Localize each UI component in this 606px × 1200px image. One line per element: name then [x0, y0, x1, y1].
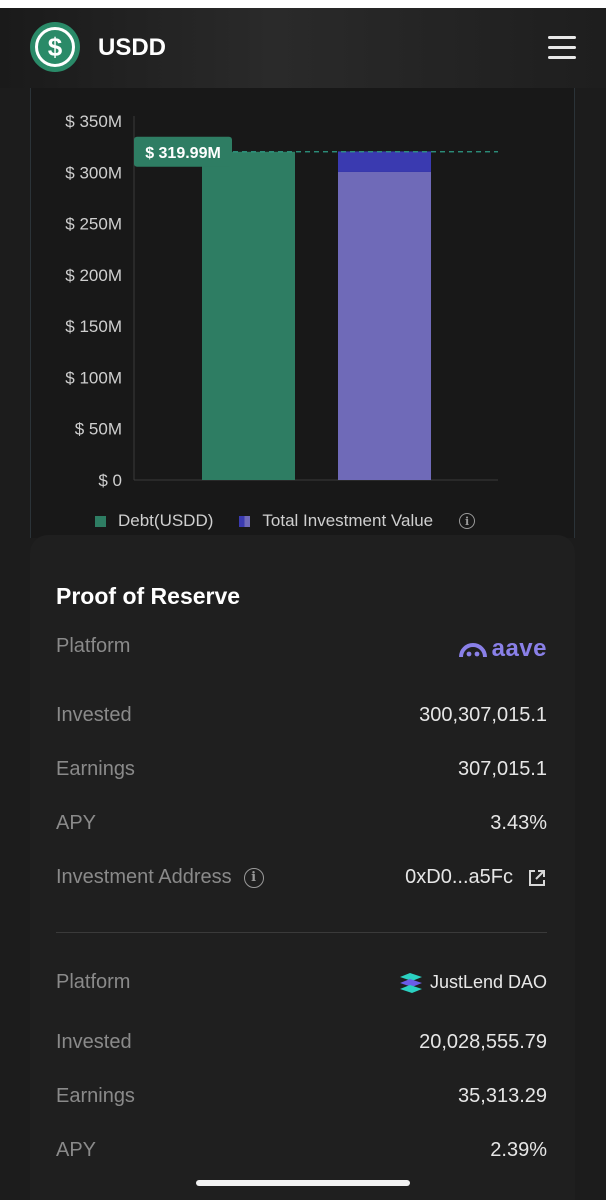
justlend-icon: [399, 973, 422, 993]
apy-row: APY 2.39%: [56, 1139, 547, 1169]
legend-item-debt[interactable]: Debt(USDD): [95, 511, 213, 531]
apy-label: APY: [56, 812, 97, 834]
y-tick-label: $ 300M: [65, 163, 122, 182]
address-row: Investment Address i 0xD0...a5Fc: [56, 866, 547, 896]
bar-investment-segment: [338, 171, 431, 480]
apy-value: 2.39%: [490, 1139, 547, 1161]
earnings-value: 307,015.1: [458, 758, 547, 780]
y-tick-label: $ 250M: [65, 215, 122, 234]
earnings-row: Earnings 35,313.29: [56, 1085, 547, 1115]
earnings-row: Earnings 307,015.1: [56, 758, 547, 788]
y-tick-label: $ 350M: [65, 112, 122, 131]
usdd-logo[interactable]: $: [30, 22, 80, 72]
bar-debt: [202, 151, 295, 480]
hamburger-menu-icon[interactable]: [546, 34, 578, 62]
card-title: Proof of Reserve: [56, 583, 241, 609]
y-tick-label: $ 0: [98, 471, 122, 490]
reference-label: $ 319.99M: [145, 145, 221, 162]
platform-label: Platform: [56, 635, 131, 657]
apy-label: APY: [56, 1139, 97, 1161]
reference-label-box: [134, 136, 232, 167]
invested-value: 300,307,015.1: [419, 704, 547, 726]
platform-row: Platform JustLend DAO: [56, 971, 547, 1001]
y-tick-label: $ 200M: [65, 266, 122, 285]
dollar-coin-icon: $: [35, 27, 75, 67]
legend-label-investment: Total Investment Value: [262, 511, 434, 530]
app-header: $ USDD: [0, 8, 606, 88]
invested-value: 20,028,555.79: [419, 1031, 547, 1053]
invested-label: Invested: [56, 704, 132, 726]
earnings-label: Earnings: [56, 1085, 135, 1107]
legend-label-debt: Debt(USDD): [118, 511, 214, 530]
y-tick-label: $ 150M: [65, 317, 122, 336]
invested-label: Invested: [56, 1031, 132, 1053]
aave-wordmark: aave: [491, 635, 547, 662]
invested-row: Invested 20,028,555.79: [56, 1031, 547, 1061]
aave-logo[interactable]: aave: [458, 635, 547, 663]
divider: [56, 932, 547, 933]
invested-row: Invested 300,307,015.1: [56, 704, 547, 734]
info-icon[interactable]: i: [459, 513, 476, 529]
external-link-icon[interactable]: [527, 868, 547, 888]
justlend-wordmark: JustLend DAO: [429, 971, 547, 992]
info-icon[interactable]: i: [243, 867, 264, 888]
bar-chart: $ 0 $ 50M $ 100M $ 150M $ 200M $ 250M $ 300M $ …: [65, 112, 498, 490]
investment-address[interactable]: 0xD0...a5Fc: [405, 866, 513, 888]
justlend-logo[interactable]: JustLend DAO: [398, 971, 547, 993]
y-tick-label: $ 100M: [65, 368, 122, 387]
y-tick-label: $ 50M: [75, 420, 122, 439]
status-bar-strip: [0, 0, 606, 8]
proof-of-reserve-card: Proof of Reserve Platform aave Invested …: [30, 535, 575, 1200]
legend-swatch-investment: [239, 515, 251, 527]
address-label: Investment Address: [56, 866, 232, 888]
legend-item-investment[interactable]: Total Investment Value: [239, 511, 433, 531]
home-indicator[interactable]: [196, 1180, 410, 1186]
aave-ghost-icon: [458, 643, 487, 658]
platform-label: Platform: [56, 971, 131, 993]
apy-row: APY 3.43%: [56, 812, 547, 842]
chart-legend: Debt(USDD) Total Investment Value i: [95, 510, 476, 532]
app-title: USDD: [98, 34, 167, 61]
earnings-value: 35,313.29: [458, 1085, 547, 1107]
apy-value: 3.43%: [490, 812, 547, 834]
platform-row: Platform aave: [56, 635, 547, 665]
legend-swatch-debt: [95, 515, 106, 527]
reserve-chart: $ 0 $ 50M $ 100M $ 150M $ 200M $ 250M $ 300M $ …: [30, 88, 575, 538]
earnings-label: Earnings: [56, 758, 135, 780]
bar-investment-segment: [338, 151, 431, 172]
